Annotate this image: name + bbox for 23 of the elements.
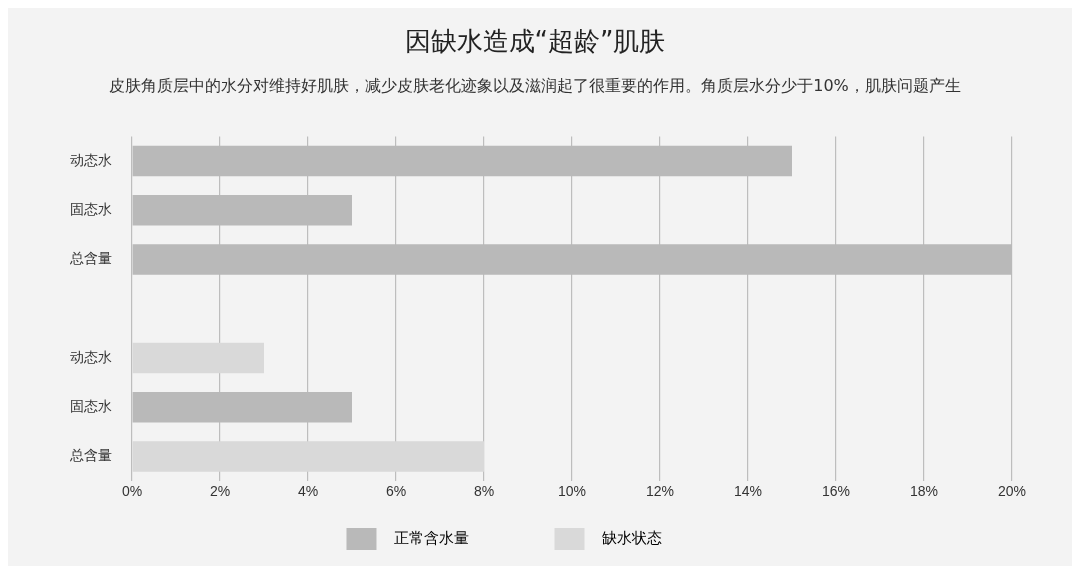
bar [132, 342, 264, 374]
x-tick-label: 6% [385, 483, 407, 500]
x-tick-label: 8% [473, 483, 495, 500]
y-tick-label: 动态水 [70, 151, 112, 168]
x-tick-label: 2% [209, 483, 231, 500]
y-tick-label: 固态水 [70, 200, 112, 217]
x-tick-label: 0% [121, 483, 143, 500]
x-tick-label: 12% [645, 483, 675, 500]
bar [132, 441, 484, 472]
x-tick-label: 4% [297, 483, 319, 500]
legend-label: 缺水状态 [592, 528, 724, 547]
y-tick-label: 总含量 [69, 250, 112, 267]
x-tick-label: 18% [909, 483, 939, 500]
x-tick-label: 14% [733, 483, 763, 500]
chart-subtitle: 皮肤角质层中的水分对维持好肌肤，减少皮肤老化迹象以及滋润起了很重要的作用。角质层水分少于10%，肌肤问题产生 [109, 75, 961, 95]
legend-label: 正常含水量 [383, 528, 531, 547]
chart-title: 因缺水造成“超龄”肌肤 [404, 26, 666, 57]
x-tick-label: 16% [821, 483, 851, 500]
x-tick-label: 10% [557, 483, 587, 500]
y-tick-label: 动态水 [70, 348, 112, 365]
x-tick-label: 20% [997, 483, 1027, 500]
y-tick-label: 固态水 [70, 397, 112, 414]
y-tick-label: 总含量 [69, 447, 112, 464]
